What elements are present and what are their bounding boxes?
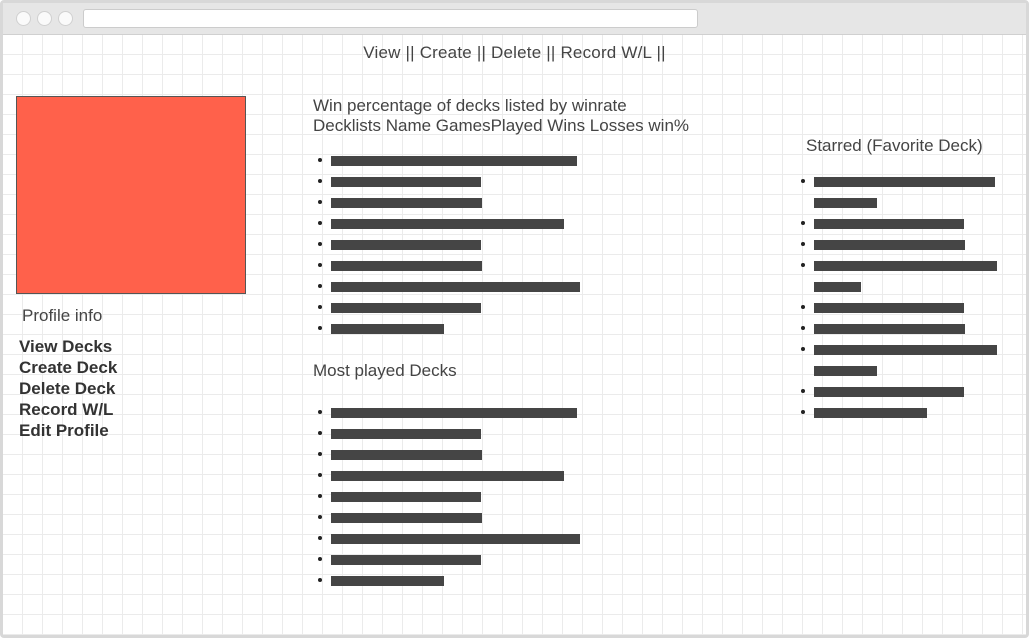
window-maximize-icon[interactable] <box>58 11 73 26</box>
placeholder-text-bar <box>814 261 997 271</box>
nav-separator: || <box>400 43 420 62</box>
nav-delete-link[interactable]: Delete <box>491 43 542 62</box>
placeholder-text-bar <box>331 492 481 502</box>
placeholder-text-bar <box>331 576 444 586</box>
most-played-title: Most played Decks <box>313 361 457 380</box>
placeholder-text-bar <box>814 324 965 334</box>
placeholder-text-bar <box>331 429 481 439</box>
sidebar-link-edit-profile[interactable]: Edit Profile <box>19 421 109 440</box>
profile-info-label: Profile info <box>22 306 103 325</box>
placeholder-text-bar <box>331 324 444 334</box>
window-minimize-icon[interactable] <box>37 11 52 26</box>
placeholder-text-bar <box>331 303 481 313</box>
placeholder-text-bar <box>814 177 995 187</box>
winrate-title: Win percentage of decks listed by winrat… <box>313 96 627 115</box>
placeholder-text-bar <box>331 177 481 187</box>
placeholder-text-bar <box>331 534 580 544</box>
sidebar-link-record-wl[interactable]: Record W/L <box>19 400 114 419</box>
placeholder-text-bar <box>814 303 964 313</box>
placeholder-text-bar <box>331 156 577 166</box>
placeholder-text-bar <box>331 408 577 418</box>
starred-title: Starred (Favorite Deck) <box>806 136 983 155</box>
nav-separator: || <box>471 43 492 62</box>
nav-separator: || <box>651 43 666 62</box>
sidebar-link-create-deck[interactable]: Create Deck <box>19 358 118 377</box>
placeholder-text-bar <box>331 240 481 250</box>
address-bar[interactable] <box>83 9 698 28</box>
placeholder-text-bar <box>814 408 927 418</box>
placeholder-text-bar <box>814 387 964 397</box>
placeholder-text-bar <box>331 219 564 229</box>
placeholder-text-bar <box>814 219 964 229</box>
nav-create-link[interactable]: Create <box>419 43 472 62</box>
placeholder-text-bar <box>814 198 877 208</box>
sidebar-link-delete-deck[interactable]: Delete Deck <box>19 379 116 398</box>
placeholder-text-bar <box>331 261 482 271</box>
page-canvas: View || Create || Delete || Record W/L |… <box>3 35 1026 635</box>
sidebar-links: View Decks Create Deck Delete Deck Recor… <box>19 336 117 441</box>
window-close-icon[interactable] <box>16 11 31 26</box>
placeholder-text-bar <box>331 282 580 292</box>
placeholder-text-bar <box>331 198 482 208</box>
placeholder-text-bar <box>814 366 877 376</box>
placeholder-text-bar <box>814 282 861 292</box>
browser-titlebar <box>3 3 1026 35</box>
winrate-column-header: Decklists Name GamesPlayed Wins Losses w… <box>313 116 690 135</box>
placeholder-text-bar <box>331 471 564 481</box>
profile-image <box>16 96 246 294</box>
placeholder-text-bar <box>331 513 482 523</box>
top-nav: View || Create || Delete || Record W/L |… <box>3 43 1026 63</box>
nav-view-link[interactable]: View <box>363 43 401 62</box>
nav-separator: || <box>541 43 561 62</box>
placeholder-text-bar <box>331 555 481 565</box>
placeholder-text-bar <box>331 450 482 460</box>
placeholder-text-bar <box>814 240 965 250</box>
placeholder-text-bar <box>814 345 997 355</box>
sidebar-link-view-decks[interactable]: View Decks <box>19 337 113 356</box>
nav-record-link[interactable]: Record W/L <box>560 43 652 62</box>
